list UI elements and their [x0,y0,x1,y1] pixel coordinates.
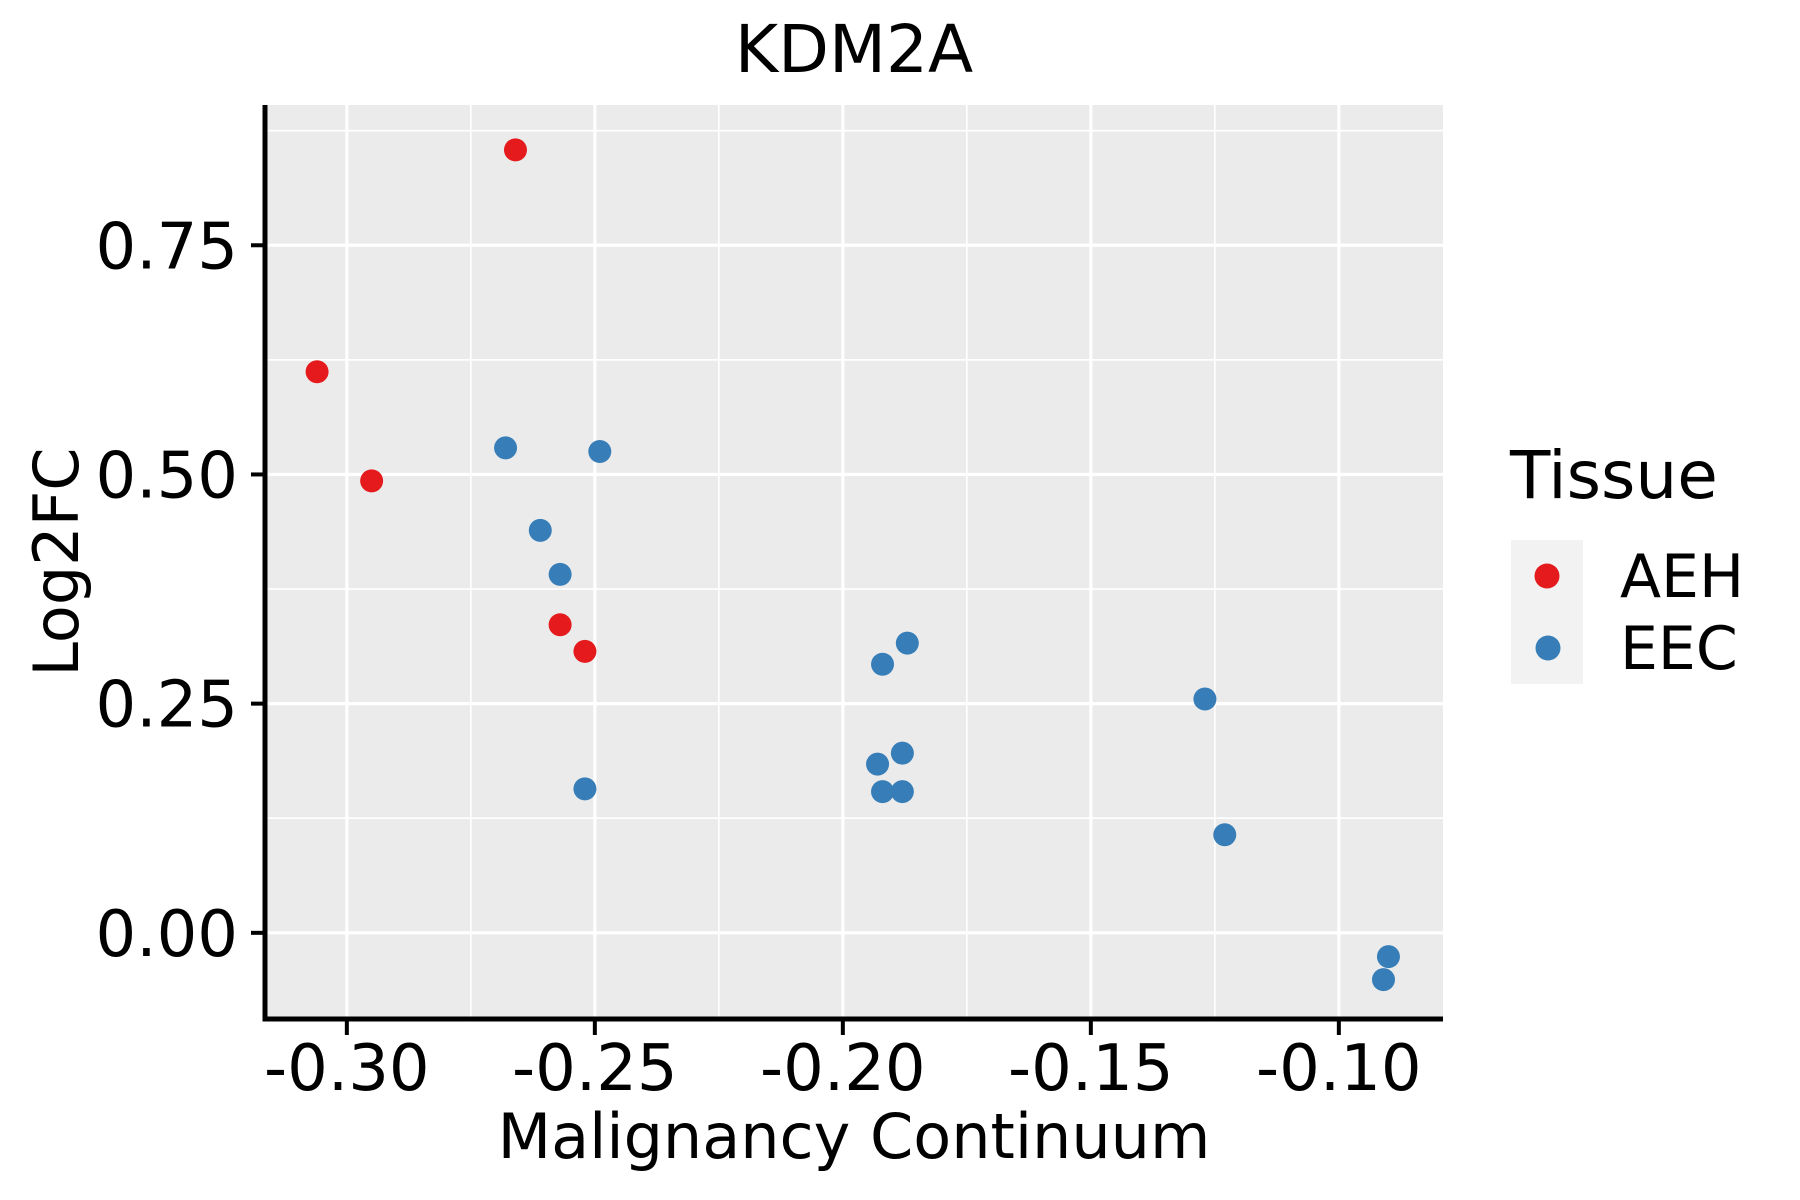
data-point-eec [588,440,612,464]
legend-dot-aeh-icon [1534,563,1560,589]
legend-dot-eec-icon [1535,635,1561,661]
plot-panel [265,105,1443,1019]
data-point-eec [866,752,890,776]
y-tick-label: 0.25 [96,669,239,743]
x-axis-label: Malignancy Continuum [498,1100,1211,1173]
legend: Tissue AEH EEC [1509,437,1744,684]
y-tick-label: 0.75 [96,210,239,284]
data-point-aeh [305,360,329,384]
x-tick-label: -0.10 [1256,1032,1422,1106]
x-tick-label: -0.15 [1008,1032,1174,1106]
data-point-eec [494,436,518,460]
data-point-aeh [573,639,597,663]
y-tick-label: 0.00 [96,898,239,972]
data-points [305,138,1400,992]
x-tick-label: -0.30 [264,1032,430,1106]
chart-title: KDM2A [735,11,973,88]
major-gridlines [265,105,1443,1019]
data-point-eec [1376,945,1400,969]
data-point-eec [1193,687,1217,711]
data-point-eec [1371,968,1395,992]
legend-title: Tissue [1509,437,1718,514]
minor-gridlines [265,105,1443,1019]
legend-label-eec: EEC [1620,614,1738,684]
legend-label-aeh: AEH [1620,542,1744,612]
data-point-aeh [360,469,384,493]
tick-marks [251,243,1341,1035]
data-point-aeh [548,613,572,637]
axis-lines [262,105,1443,1022]
data-point-eec [890,741,914,765]
data-point-eec [1213,823,1237,847]
data-point-eec [895,631,919,655]
data-point-eec [890,780,914,804]
data-point-eec [871,780,895,804]
data-point-eec [548,562,572,586]
y-tick-label: 0.50 [96,439,239,513]
data-point-aeh [503,138,527,162]
data-point-eec [573,777,597,801]
x-tick-label: -0.25 [512,1032,678,1106]
y-axis-label: Log2FC [20,447,93,676]
tick-labels: -0.30 -0.25 -0.20 -0.15 -0.10 0.00 0.25 0.50 0.7… [96,210,1422,1106]
x-tick-label: -0.20 [760,1032,926,1106]
data-point-eec [528,518,552,542]
data-point-eec [871,652,895,676]
